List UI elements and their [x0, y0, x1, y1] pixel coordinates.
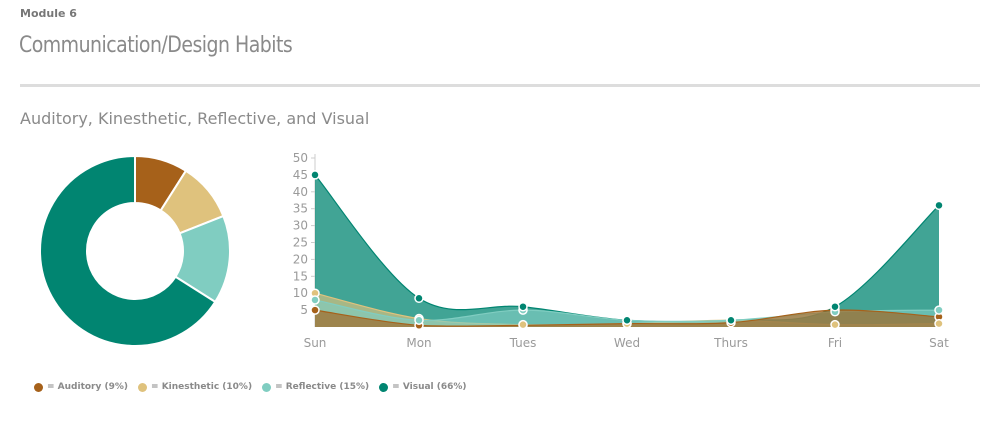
legend-label-kinesthetic: = Kinesthetic (10%): [151, 382, 253, 392]
x-tick-label-sun: Sun: [304, 336, 327, 350]
data-point-kinesthetic-tues[interactable]: [518, 319, 528, 330]
x-tick-label-wed: Wed: [614, 336, 640, 350]
y-tick-label: 10: [293, 286, 308, 300]
data-point-kinesthetic-fri[interactable]: [830, 319, 840, 330]
data-point-visual-thurs[interactable]: [726, 315, 736, 325]
legend-item-auditory[interactable]: = Auditory (9%): [34, 382, 128, 392]
x-tick-label-tues: Tues: [509, 336, 537, 350]
y-tick-label: 50: [293, 151, 308, 165]
y-tick-label: 35: [293, 202, 308, 216]
data-point-visual-sat[interactable]: [934, 200, 944, 211]
area-series-auditory: [315, 310, 939, 327]
legend-item-reflective[interactable]: = Reflective (15%): [262, 382, 369, 392]
legend-marker-kinesthetic: [138, 382, 148, 392]
page-title: Communication/Design Habits: [19, 33, 293, 58]
data-point-reflective-sun[interactable]: [310, 295, 320, 305]
data-point-visual-mon[interactable]: [414, 293, 424, 304]
y-tick-label: 30: [293, 219, 308, 233]
legend-item-visual[interactable]: = Visual (66%): [379, 382, 467, 392]
donut-chart: [39, 154, 231, 347]
chart-legend: = Auditory (9%) = Kinesthetic (10%) = Re…: [34, 382, 467, 392]
title-divider: [20, 84, 980, 87]
donut-slice-visual[interactable]: [39, 154, 217, 347]
legend-label-reflective: = Reflective (15%): [275, 382, 370, 392]
y-tick-label: 20: [293, 252, 308, 266]
data-point-visual-tues[interactable]: [518, 301, 528, 312]
y-tick-label: 45: [293, 168, 308, 182]
data-point-reflective-mon[interactable]: [414, 315, 424, 325]
y-tick-label: 5: [300, 303, 308, 317]
y-tick-label: 25: [293, 236, 308, 250]
chart-subtitle: Auditory, Kinesthetic, Reflective, and V…: [20, 109, 370, 128]
legend-marker-reflective: [262, 382, 272, 392]
legend-item-kinesthetic[interactable]: = Kinesthetic (10%): [138, 382, 252, 392]
y-tick-label: 15: [293, 269, 308, 283]
legend-label-visual: = Visual (66%): [392, 382, 467, 392]
data-point-visual-wed[interactable]: [622, 315, 632, 325]
legend-marker-auditory: [34, 382, 43, 392]
y-tick-label: 40: [293, 185, 308, 199]
legend-label-auditory: = Auditory (9%): [47, 382, 129, 392]
data-point-reflective-sat[interactable]: [934, 305, 944, 315]
x-tick-label-sat: Sat: [929, 336, 949, 350]
data-point-visual-sun[interactable]: [310, 170, 320, 180]
data-point-auditory-sun[interactable]: [310, 305, 320, 315]
area-chart: 5 10 15 20 25 30 35 40 45 50 Sun Mon Tues Wed Thurs Fri…: [293, 151, 949, 350]
x-tick-label-fri: Fri: [828, 336, 842, 350]
x-tick-label-thurs: Thurs: [713, 336, 748, 350]
x-tick-label-mon: Mon: [406, 336, 431, 350]
area-series-visual: [315, 174, 939, 327]
data-point-visual-fri[interactable]: [830, 301, 840, 312]
legend-marker-visual: [379, 382, 389, 392]
module-label: Module 6: [20, 7, 77, 20]
data-point-kinesthetic-sat[interactable]: [934, 318, 944, 329]
